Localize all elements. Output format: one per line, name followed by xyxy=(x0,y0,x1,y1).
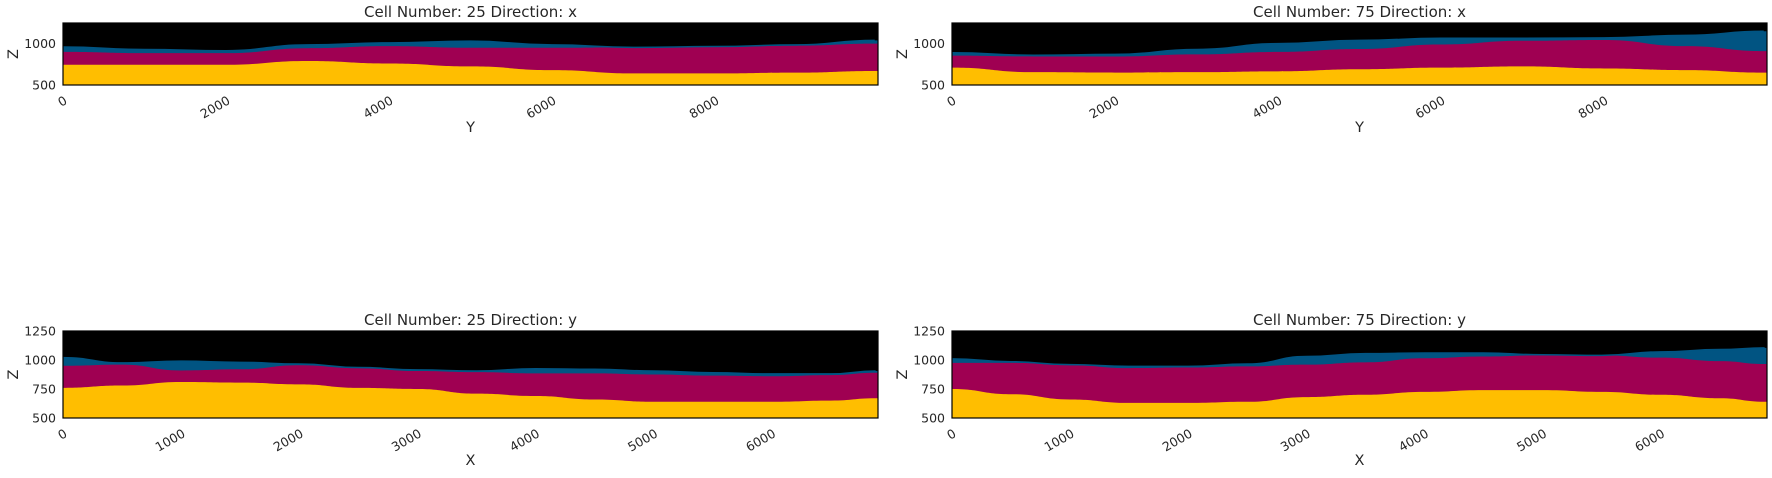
y-tick-label: 1000 xyxy=(24,353,56,368)
layer-area-3 xyxy=(63,61,878,85)
y-tick-label: 500 xyxy=(921,78,945,93)
y-tick-label: 1000 xyxy=(24,36,56,51)
y-tick-label: 1000 xyxy=(913,353,945,368)
x-axis-label: X xyxy=(1355,453,1365,469)
y-tick-label: 1250 xyxy=(913,324,945,339)
y-axis-label: Z xyxy=(6,369,22,379)
x-tick-label: 0 xyxy=(944,93,958,110)
x-tick-label: 0 xyxy=(944,426,958,443)
chart-title: Cell Number: 25 Direction: y xyxy=(364,311,577,329)
x-axis-label: X xyxy=(466,453,476,469)
y-tick-label: 1000 xyxy=(913,36,945,51)
y-tick-label: 750 xyxy=(921,382,945,397)
x-tick-label: 2000 xyxy=(1160,426,1195,455)
surface-contour-line xyxy=(952,30,1764,56)
plot-frame xyxy=(62,22,879,86)
y-axis-label: Z xyxy=(895,49,911,59)
x-tick-label: 2000 xyxy=(271,426,306,455)
layer-area-3 xyxy=(952,389,1767,418)
surface-contour-line xyxy=(63,356,876,375)
chart-panel-2: Cell Number: 75 Direction: x 500 1000 0 2000… xyxy=(895,3,1768,136)
x-tick-label: 4000 xyxy=(360,93,395,122)
y-tick-label: 500 xyxy=(921,411,945,426)
x-tick-label: 2000 xyxy=(1086,93,1121,122)
chart-panel-1: Cell Number: 25 Direction: x 500 1000 0 2000… xyxy=(6,3,879,136)
x-tick-label: 3000 xyxy=(1278,426,1313,455)
x-tick-label: 4000 xyxy=(507,426,542,455)
chart-title: Cell Number: 75 Direction: x xyxy=(1253,3,1466,21)
x-axis-label: Y xyxy=(465,120,475,136)
x-tick-label: 6000 xyxy=(1412,93,1447,122)
x-tick-label: 4000 xyxy=(1249,93,1284,122)
plot-frame xyxy=(951,22,1768,86)
x-tick-label: 3000 xyxy=(389,426,424,455)
layer-area-3 xyxy=(952,66,1767,85)
x-tick-label: 0 xyxy=(55,93,69,110)
x-tick-label: 8000 xyxy=(686,93,721,122)
x-tick-label: 5000 xyxy=(1514,426,1549,455)
x-tick-label: 8000 xyxy=(1575,93,1610,122)
y-tick-label: 500 xyxy=(32,411,56,426)
x-tick-label: 0 xyxy=(55,426,69,443)
y-axis-label: Z xyxy=(895,369,911,379)
x-tick-label: 6000 xyxy=(1632,426,1667,455)
x-tick-label: 6000 xyxy=(743,426,778,455)
chart-title: Cell Number: 25 Direction: x xyxy=(364,3,577,21)
layer-area-3 xyxy=(63,382,878,418)
y-tick-label: 1250 xyxy=(24,324,56,339)
plot-frame xyxy=(951,330,1768,419)
surface-contour-line xyxy=(63,39,875,52)
chart-title: Cell Number: 75 Direction: y xyxy=(1253,311,1466,329)
surface-contour-line xyxy=(952,347,1765,368)
x-tick-label: 1000 xyxy=(153,426,188,455)
x-tick-label: 5000 xyxy=(625,426,660,455)
chart-panel-3: Cell Number: 25 Direction: y 500 750 1000 12… xyxy=(6,311,879,469)
y-tick-label: 500 xyxy=(32,78,56,93)
x-axis-label: Y xyxy=(1354,120,1364,136)
y-axis-label: Z xyxy=(6,49,22,59)
x-tick-label: 1000 xyxy=(1042,426,1077,455)
x-tick-label: 4000 xyxy=(1396,426,1431,455)
plot-frame xyxy=(62,330,879,419)
x-tick-label: 2000 xyxy=(197,93,232,122)
chart-panel-4: Cell Number: 75 Direction: y 500 750 1000 12… xyxy=(895,311,1768,469)
y-tick-label: 750 xyxy=(32,382,56,397)
x-tick-label: 6000 xyxy=(523,93,558,122)
